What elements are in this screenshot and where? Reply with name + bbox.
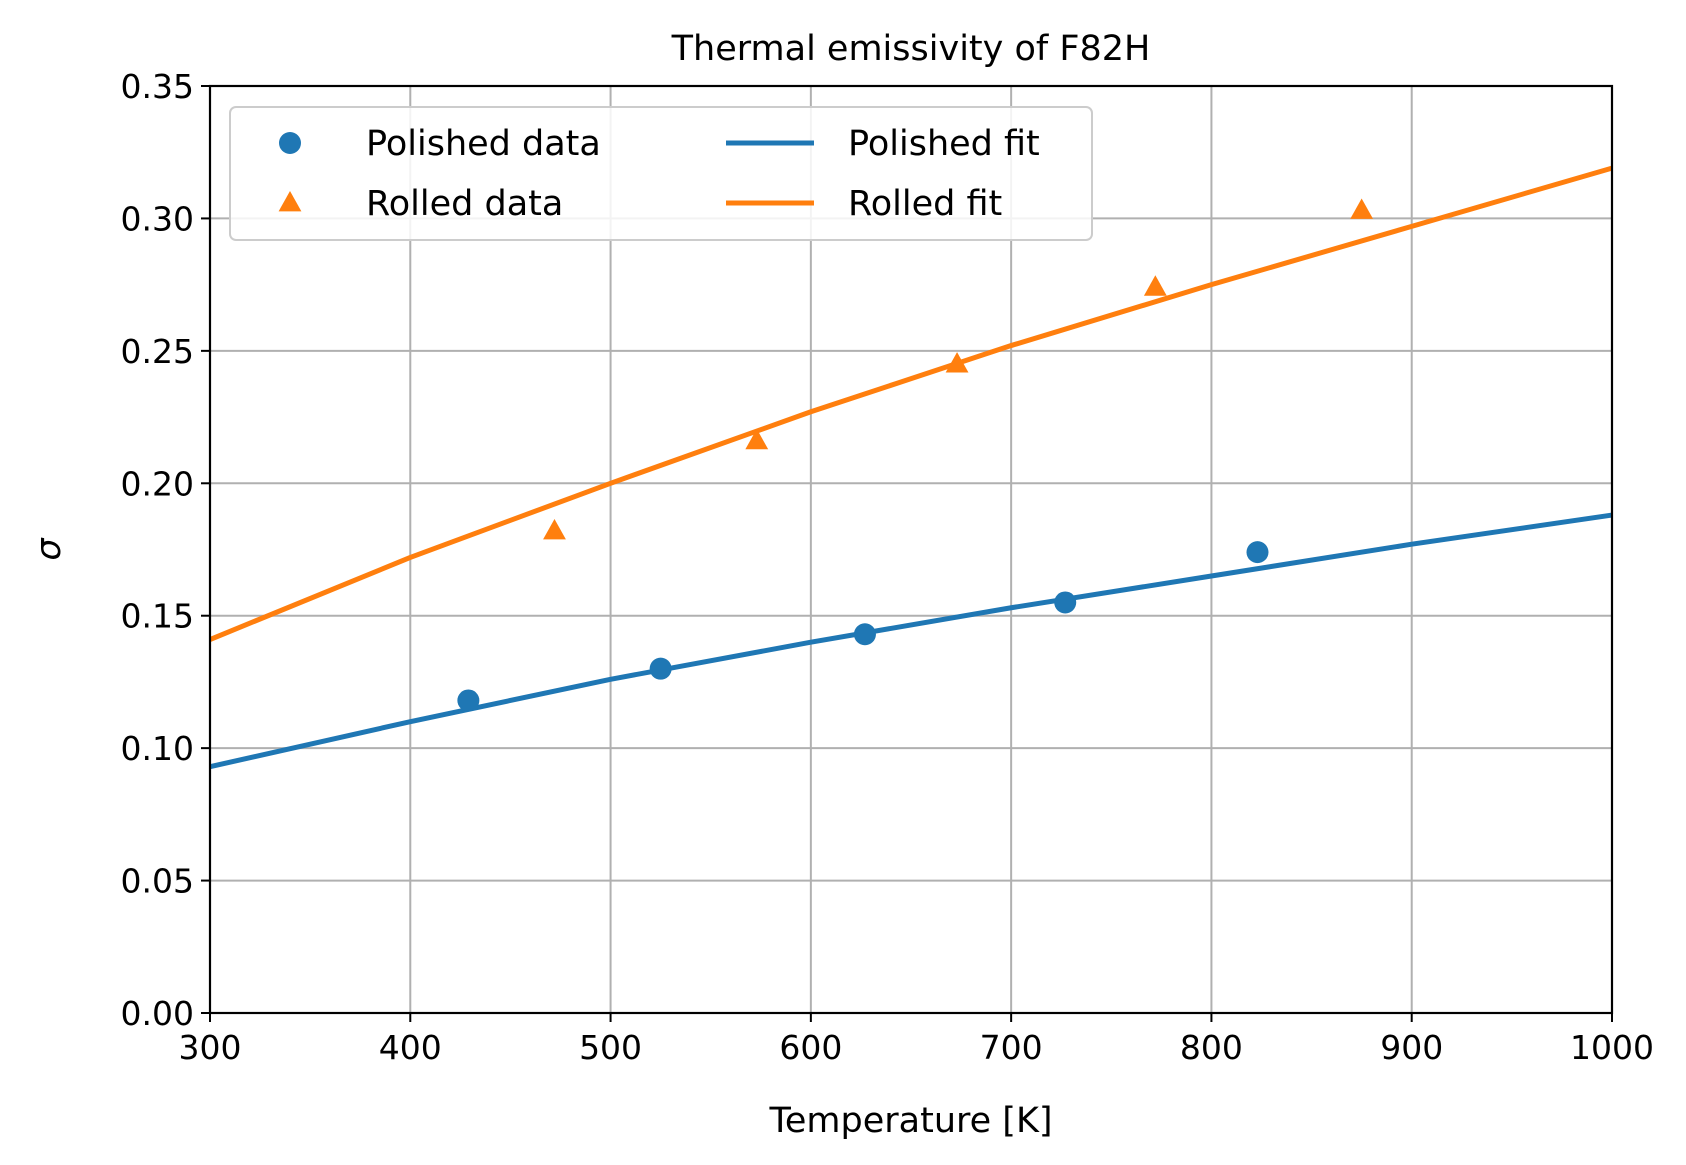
- data-point: [1246, 541, 1269, 564]
- y-tick-label: 0.20: [121, 464, 194, 503]
- data-point: [945, 352, 969, 373]
- x-tick-label: 900: [1380, 1028, 1443, 1067]
- data-point: [745, 428, 769, 450]
- legend: Polished data Rolled data Polished fit Roll…: [229, 106, 1093, 241]
- chart-title: Thermal emissivity of F82H: [671, 29, 1151, 69]
- legend-marker-0: [279, 132, 301, 154]
- legend-label-1: Rolled data: [366, 184, 563, 224]
- y-tick-label: 0.05: [121, 862, 194, 901]
- x-tick-label: 300: [179, 1028, 242, 1067]
- data-point: [1054, 591, 1077, 614]
- series-line-3: [209, 165, 1613, 642]
- y-tick-label: 0.25: [121, 332, 194, 371]
- plot-frame: [208, 84, 1614, 1015]
- x-tick-label: 800: [1180, 1028, 1243, 1067]
- data-point: [543, 518, 566, 540]
- series-layer: [209, 165, 1613, 770]
- series-line-2: [209, 512, 1613, 770]
- x-axis-label: Temperature [K]: [768, 1101, 1052, 1141]
- legend-label-2: Polished fit: [848, 124, 1040, 164]
- x-tick-label: 500: [579, 1028, 642, 1067]
- x-tick-label: 700: [980, 1028, 1043, 1067]
- x-tick-label: 400: [379, 1028, 442, 1067]
- legend-label-3: Rolled fit: [848, 184, 1002, 224]
- data-point: [457, 689, 480, 712]
- data-point: [853, 623, 876, 646]
- x-tick-label: 600: [779, 1028, 842, 1067]
- legend-box: [229, 106, 1093, 241]
- y-tick-label: 0.30: [121, 199, 194, 238]
- data-point: [1143, 275, 1167, 296]
- y-tick-label: 0.35: [121, 67, 194, 106]
- y-tick-label: 0.15: [121, 597, 194, 636]
- ticks: 300 400 500 600 700 800 900 1000 0.00 0.05 0.10 0.1…: [121, 67, 1654, 1067]
- data-point: [649, 657, 672, 680]
- y-axis-label: σ: [29, 537, 69, 561]
- y-tick-label: 0.00: [121, 994, 194, 1033]
- grid: [209, 85, 1613, 1014]
- legend-marker-1: [278, 191, 302, 212]
- x-tick-label: 1000: [1570, 1028, 1654, 1067]
- data-point: [1350, 198, 1374, 219]
- y-tick-label: 0.10: [121, 729, 194, 768]
- legend-label-0: Polished data: [366, 124, 601, 164]
